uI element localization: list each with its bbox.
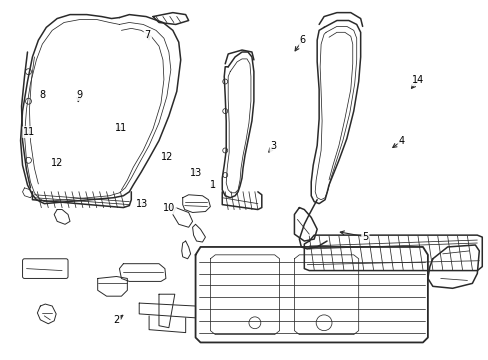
Text: 13: 13 [136,199,148,209]
Text: 1: 1 [209,180,216,190]
Text: 5: 5 [362,232,368,242]
Text: 6: 6 [299,35,305,45]
Text: 13: 13 [190,168,202,178]
Text: 2: 2 [113,315,119,325]
Text: 7: 7 [144,30,151,40]
Text: 3: 3 [270,141,276,151]
Text: 8: 8 [39,90,45,100]
Text: 12: 12 [161,152,173,162]
Text: 4: 4 [398,136,404,146]
Text: 9: 9 [76,90,82,100]
Text: 12: 12 [51,158,63,168]
Text: 11: 11 [115,122,127,132]
Text: 10: 10 [163,203,175,213]
Text: 11: 11 [23,127,36,137]
Text: 14: 14 [411,75,424,85]
